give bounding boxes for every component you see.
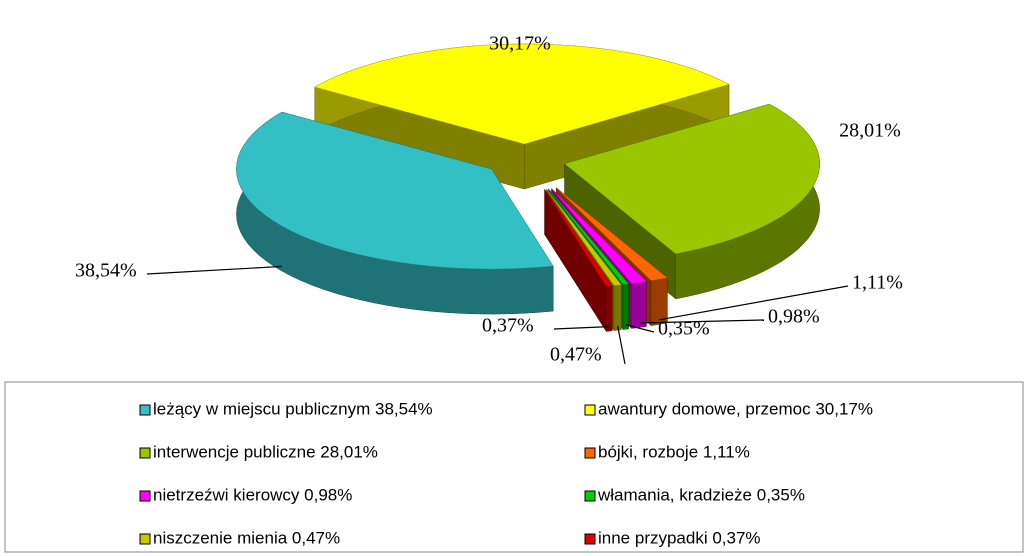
legend-swatch: [139, 490, 151, 502]
slice: [551, 188, 647, 284]
slice: [556, 187, 668, 281]
data-label: 0,37%: [482, 315, 534, 337]
slice-wall: [631, 281, 647, 329]
legend-label: leżący w miejscu publicznym 38,54%: [153, 399, 433, 418]
leader-line: [659, 285, 849, 321]
legend-label: awantury domowe, przemoc 30,17%: [598, 399, 873, 418]
slice: [314, 43, 730, 145]
legend-swatch: [139, 404, 151, 416]
legend-label: bójki, rozboje 1,11%: [598, 442, 750, 461]
legend-swatch: [584, 533, 596, 545]
slice: [546, 189, 622, 286]
slice: [548, 188, 629, 285]
legend-box: [4, 381, 1024, 553]
legend-label: niszczenie mienia 0,47%: [153, 528, 340, 547]
slice: [564, 103, 820, 255]
leader-line: [638, 319, 765, 324]
legend-swatch: [584, 404, 596, 416]
legend-swatch: [584, 447, 596, 459]
data-label: 1,11%: [852, 272, 903, 294]
data-label: 0,98%: [768, 306, 820, 328]
legend-label: włamania, kradzieże 0,35%: [597, 485, 805, 504]
leader-line: [146, 265, 282, 275]
slice: [236, 111, 554, 270]
data-label: 30,17%: [489, 33, 551, 55]
legend-swatch: [139, 447, 151, 459]
data-label: 0,47%: [550, 344, 602, 366]
slice-wall: [613, 284, 622, 331]
slice-wall: [606, 285, 613, 332]
leader-line: [625, 324, 655, 333]
leader-line: [617, 325, 626, 365]
legend-swatch: [139, 533, 151, 545]
legend-swatch: [584, 490, 596, 502]
slice: [544, 189, 613, 287]
data-label: 28,01%: [839, 120, 901, 142]
data-label: 0,35%: [658, 318, 710, 340]
legend-label: inne przypadki 0,37%: [598, 528, 761, 547]
slice-wall: [622, 283, 629, 330]
legend-label: interwencje publiczne 28,01%: [153, 442, 378, 461]
legend-label: nietrzeźwi kierowcy 0,98%: [153, 485, 352, 504]
leader-line: [553, 326, 610, 330]
data-label: 38,54%: [75, 260, 137, 282]
